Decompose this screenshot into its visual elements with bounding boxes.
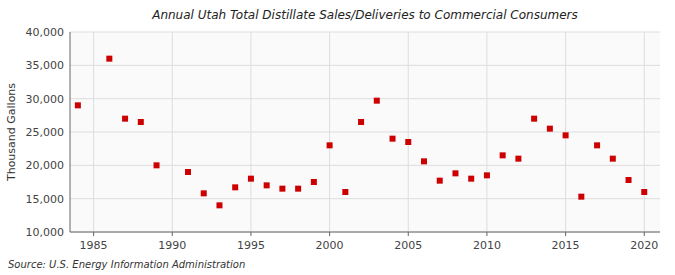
grid <box>70 32 660 232</box>
x-tick-label: 2005 <box>394 239 422 252</box>
y-grid-line <box>70 198 660 199</box>
x-tick-mark <box>93 232 94 236</box>
point <box>311 179 317 185</box>
point <box>563 132 569 138</box>
x-grid-line <box>93 32 94 232</box>
x-grid-line <box>644 32 645 232</box>
point <box>138 119 144 125</box>
x-tick-label: 2020 <box>630 239 658 252</box>
point <box>610 156 616 162</box>
point <box>421 158 427 164</box>
x-grid-line <box>172 32 173 232</box>
y-grid-line <box>70 132 660 133</box>
y-grid-line <box>70 32 660 33</box>
y-tick-label: 20,000 <box>26 159 65 172</box>
point <box>468 176 474 182</box>
point <box>437 178 443 184</box>
chart: 10,000 15,000 20,000 25,000 30,000 35,000 40,0… <box>0 0 675 275</box>
point <box>342 189 348 195</box>
point <box>232 184 238 190</box>
x-grid-line <box>329 32 330 232</box>
point <box>390 136 396 142</box>
x-tick-label: 1990 <box>158 239 186 252</box>
point <box>295 186 301 192</box>
x-grid-line <box>250 32 251 232</box>
x-tick-mark <box>486 232 487 236</box>
x-grid-line <box>408 32 409 232</box>
y-grid-line <box>70 232 660 233</box>
point <box>515 156 521 162</box>
y-tick-label: 15,000 <box>26 193 65 206</box>
point <box>279 186 285 192</box>
point <box>547 126 553 132</box>
y-axis-line <box>70 32 71 232</box>
point <box>216 202 222 208</box>
x-tick-mark <box>329 232 330 236</box>
point <box>106 56 112 62</box>
points <box>75 56 647 209</box>
point <box>578 194 584 200</box>
y-axis-label: Thousand Gallons <box>5 83 18 182</box>
title: Annual Utah Total Distillate Sales/Deliv… <box>151 8 578 22</box>
y-grid-line <box>70 98 660 99</box>
x-tick-mark <box>250 232 251 236</box>
point <box>201 190 207 196</box>
x-grid-line <box>486 32 487 232</box>
y-tick-label: 30,000 <box>26 93 65 106</box>
x-tick-mark <box>644 232 645 236</box>
plot-area <box>70 32 660 232</box>
point <box>327 142 333 148</box>
point <box>594 142 600 148</box>
y-tick-label: 35,000 <box>26 59 65 72</box>
x-tick-label: 1995 <box>237 239 265 252</box>
x-tick-label: 2015 <box>552 239 580 252</box>
y-tick-label: 10,000 <box>26 226 65 239</box>
point <box>185 169 191 175</box>
x-grid-line <box>565 32 566 232</box>
x-tick-mark <box>172 232 173 236</box>
axes: 10,000 15,000 20,000 25,000 30,000 35,000 40,0… <box>26 26 661 252</box>
point <box>484 172 490 178</box>
point <box>358 119 364 125</box>
point <box>626 177 632 183</box>
y-grid-line <box>70 65 660 66</box>
point <box>405 139 411 145</box>
y-tick-label: 25,000 <box>26 126 65 139</box>
x-tick-label: 2010 <box>473 239 501 252</box>
point <box>154 162 160 168</box>
point <box>500 152 506 158</box>
source-note: Source: U.S. Energy Information Administ… <box>8 259 245 270</box>
x-tick-label: 1985 <box>80 239 108 252</box>
x-tick-mark <box>408 232 409 236</box>
point <box>641 189 647 195</box>
point <box>374 98 380 104</box>
x-tick-label: 2000 <box>316 239 344 252</box>
point <box>452 170 458 176</box>
point <box>75 102 81 108</box>
point <box>531 116 537 122</box>
x-tick-mark <box>565 232 566 236</box>
point <box>248 176 254 182</box>
x-axis-line <box>70 232 660 233</box>
point <box>264 182 270 188</box>
point <box>122 116 128 122</box>
y-tick-label: 40,000 <box>26 26 65 39</box>
